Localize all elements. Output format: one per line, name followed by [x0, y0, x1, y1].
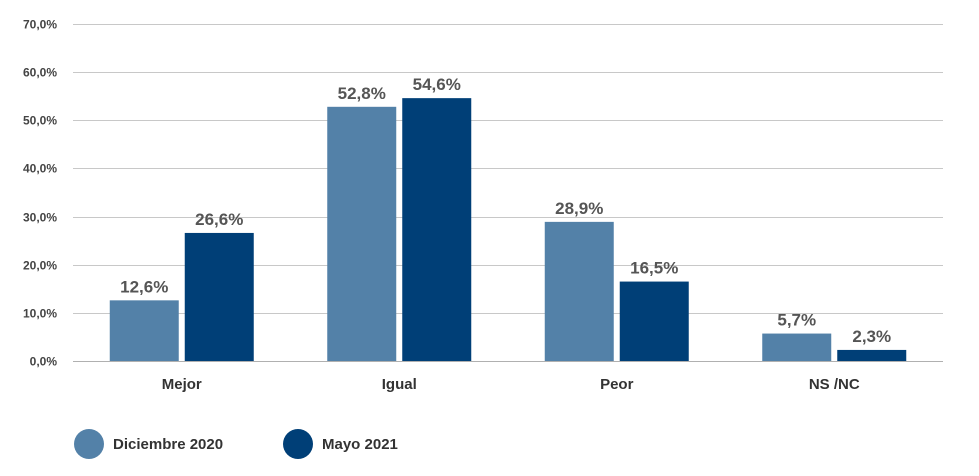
legend-swatch	[74, 429, 104, 459]
legend: Diciembre 2020 Mayo 2021	[74, 429, 398, 459]
bar	[402, 98, 472, 361]
y-tick-label: 50,0%	[23, 114, 57, 128]
bar	[544, 221, 614, 361]
bar	[109, 300, 179, 361]
x-tick-label: Mejor	[162, 376, 202, 393]
y-tick-label: 40,0%	[23, 162, 57, 176]
y-axis-ticks: 0,0% 10,0% 20,0% 30,0% 40,0% 50,0% 60,0% 70,0%	[23, 18, 57, 369]
legend-swatch	[283, 429, 313, 459]
data-label: 5,7%	[777, 311, 816, 330]
x-tick-label: Igual	[382, 376, 417, 393]
data-label: 12,6%	[120, 277, 168, 296]
data-labels: 12,6% 26,6% 52,8% 54,6% 28,9% 16,5% 5,7% 2,3%	[120, 75, 891, 346]
x-tick-label: Peor	[600, 376, 634, 393]
bar	[327, 106, 397, 361]
data-label: 52,8%	[338, 84, 386, 103]
y-tick-label: 0,0%	[30, 355, 58, 369]
y-tick-label: 60,0%	[23, 66, 57, 80]
legend-label: Mayo 2021	[322, 436, 398, 453]
data-label: 28,9%	[555, 199, 603, 218]
y-tick-label: 10,0%	[23, 307, 57, 321]
bar	[837, 349, 907, 361]
bars	[109, 98, 907, 361]
bar	[762, 333, 832, 361]
y-tick-label: 30,0%	[23, 211, 57, 225]
y-tick-label: 20,0%	[23, 259, 57, 273]
data-label: 26,6%	[195, 210, 243, 229]
y-tick-label: 70,0%	[23, 18, 57, 32]
x-tick-label: NS /NC	[809, 376, 860, 393]
x-axis-ticks: Mejor Igual Peor NS /NC	[162, 376, 860, 393]
bar	[184, 232, 254, 361]
data-label: 54,6%	[413, 75, 461, 94]
data-label: 2,3%	[852, 327, 891, 346]
bar	[619, 281, 689, 361]
data-label: 16,5%	[630, 259, 678, 278]
legend-label: Diciembre 2020	[113, 436, 223, 453]
